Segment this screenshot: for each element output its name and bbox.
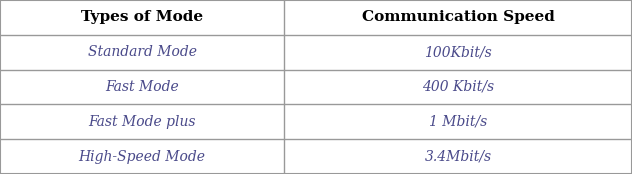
Text: Communication Speed: Communication Speed xyxy=(362,10,555,24)
Text: Fast Mode plus: Fast Mode plus xyxy=(88,115,196,129)
Text: Types of Mode: Types of Mode xyxy=(81,10,204,24)
Text: 400 Kbit/s: 400 Kbit/s xyxy=(422,80,494,94)
Text: Standard Mode: Standard Mode xyxy=(88,45,197,59)
Text: 100Kbit/s: 100Kbit/s xyxy=(424,45,492,59)
Text: 1 Mbit/s: 1 Mbit/s xyxy=(429,115,487,129)
Text: Fast Mode: Fast Mode xyxy=(106,80,179,94)
Text: 3.4Mbit/s: 3.4Mbit/s xyxy=(425,150,492,164)
Text: High-Speed Mode: High-Speed Mode xyxy=(79,150,205,164)
